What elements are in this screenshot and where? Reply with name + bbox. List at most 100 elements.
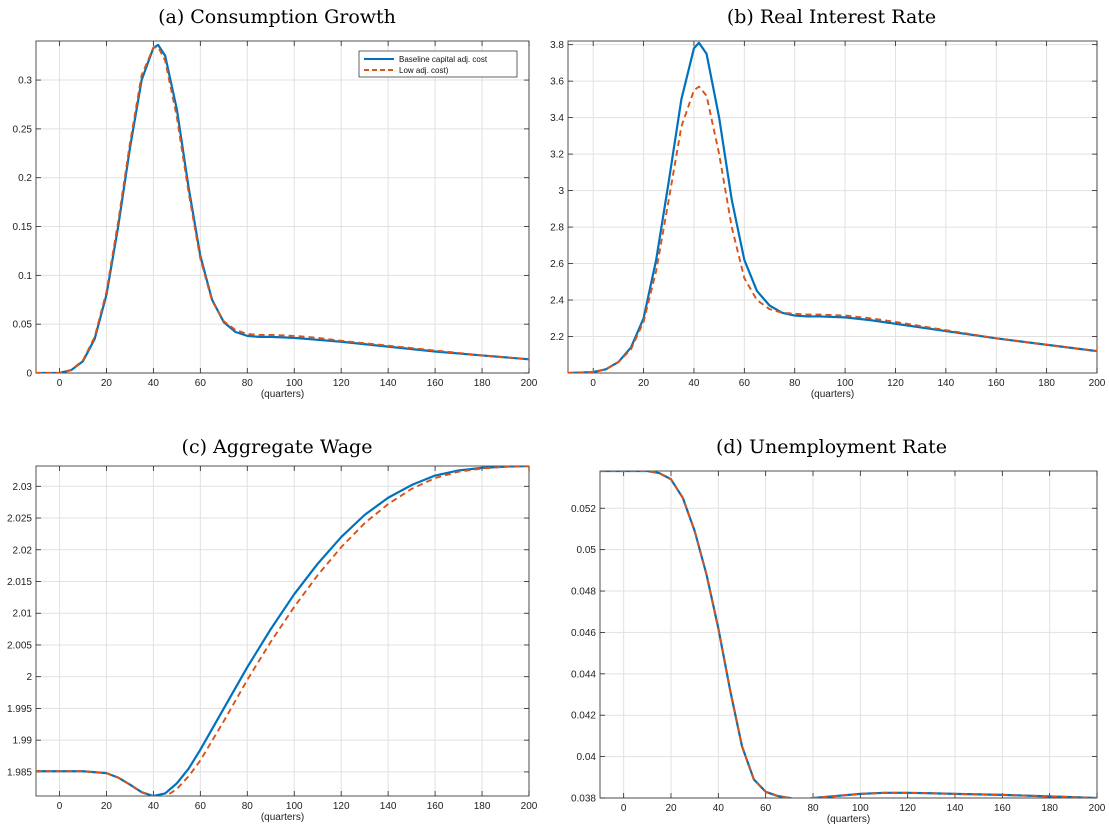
x-tick-label: 80 [789,378,801,389]
y-tick-label: 3 [558,186,564,197]
x-tick-label: 60 [195,801,207,812]
x-tick-label: 20 [101,378,113,389]
panel-unemployment-rate: (d) Unemployment Rate 0 20 40 60 80 100 120 140… [554,418,1109,836]
chart-title: (a) Consumption Growth [158,6,396,28]
x-tick-label: 140 [938,378,955,389]
series-line-low-adj-cost [600,471,1097,798]
plot-area [36,466,529,796]
legend-box [358,50,518,78]
x-tick-label: 80 [242,378,254,389]
x-tick-label: 0 [57,801,63,812]
y-tick-label: 2.005 [7,640,32,651]
x-tick-label: 180 [1038,378,1055,389]
x-tick-label: 160 [994,803,1011,814]
x-tick-label: 80 [242,801,254,812]
y-tick-label: 2.2 [550,332,564,343]
x-tick-label: 0 [621,803,627,814]
y-tick-label: 2.4 [550,296,564,307]
x-tick-label: 100 [837,378,854,389]
y-tick-label: 0.3 [18,76,32,87]
panel-consumption-growth: (a) Consumption Growth 0 20 40 60 80 100 120 14… [0,0,554,418]
x-tick-label: 160 [988,378,1005,389]
y-tick-label: 0.044 [571,669,596,680]
x-tick-label: 40 [148,801,160,812]
y-tick-label: 2.8 [550,223,564,234]
x-tick-label: 60 [739,378,751,389]
y-tick-label: 0.042 [571,711,596,722]
chart-unemployment-rate: 0 20 40 60 80 100 120 140 160 180 200 0.038 0.04 0.04… [571,470,1106,825]
y-tick-label: 3.4 [550,113,564,124]
y-tick-label: 1.985 [7,767,32,778]
x-tick-label: 160 [427,378,444,389]
y-tick-label: 3.8 [550,40,564,51]
series-line-baseline [568,41,1097,373]
chart-real-interest-rate: 0 20 40 60 80 100 120 140 160 180 200 2.2 2.4 2.6 2.8 3… [550,40,1106,400]
x-tick-label: 200 [1089,803,1106,814]
x-tick-label: 20 [665,803,677,814]
x-tick-label: 140 [380,378,397,389]
x-axis-label: (quarters) [261,812,304,823]
y-tick-label: 2.01 [13,609,33,620]
axes-box [35,465,530,797]
plot-area [568,41,1097,373]
x-tick-label: 40 [713,803,725,814]
chart-aggregate-wage: 0 20 40 60 80 100 120 140 160 180 200 1.985 1.99 1.99… [7,465,538,823]
chart-title: (d) Unemployment Rate [715,436,948,458]
series-line-baseline [36,43,529,373]
x-tick-label: 40 [148,378,160,389]
plot-area [36,41,529,373]
chart-title: (c) Aggregate Wage [181,436,373,458]
y-tick-label: 0.052 [571,504,596,515]
x-tick-label: 120 [333,378,350,389]
y-tick-label: 2.02 [13,545,33,556]
y-tick-label: 0.04 [577,752,597,763]
y-tick-label: 0.046 [571,628,596,639]
x-tick-label: 60 [760,803,772,814]
legend-label: Baseline capital adj. cost [399,55,488,64]
x-tick-label: 200 [1089,378,1106,389]
x-tick-label: 100 [286,801,303,812]
y-tick-label: 2.025 [7,514,32,525]
y-tick-label: 3.2 [550,150,564,161]
y-tick-label: 2.015 [7,577,32,588]
x-tick-label: 0 [57,378,63,389]
x-tick-label: 200 [521,378,538,389]
y-tick-label: 0.15 [13,222,33,233]
x-tick-label: 40 [688,378,700,389]
axes-box [35,40,530,374]
y-tick-label: 0.048 [571,587,596,598]
x-tick-label: 180 [474,378,491,389]
x-tick-label: 120 [887,378,904,389]
x-tick-label: 180 [474,801,491,812]
y-tick-label: 1.99 [13,736,33,747]
y-tick-label: 1.995 [7,704,32,715]
y-tick-label: 0.05 [13,320,33,331]
x-tick-label: 140 [947,803,964,814]
x-tick-label: 160 [427,801,444,812]
y-tick-label: 0.2 [18,173,32,184]
x-tick-label: 0 [590,378,596,389]
x-tick-label: 80 [807,803,819,814]
axes-box [567,40,1098,374]
y-tick-label: 2.6 [550,259,564,270]
panel-real-interest-rate: (b) Real Interest Rate 0 20 40 60 80 100 120 14… [550,0,1109,418]
x-tick-label: 60 [195,378,207,389]
y-tick-label: 3.6 [550,77,564,88]
y-tick-label: 2 [26,672,32,683]
x-axis-label: (quarters) [827,814,870,825]
x-tick-label: 140 [380,801,397,812]
x-tick-label: 120 [333,801,350,812]
x-tick-label: 120 [899,803,916,814]
panel-aggregate-wage: (c) Aggregate Wage 0 20 40 60 80 100 120 140 160… [0,418,554,836]
chart-consumption-growth: 0 20 40 60 80 100 120 140 160 180 200 0 0.05 0.1 0.15 0… [13,40,538,400]
x-tick-label: 200 [521,801,538,812]
axes-box [599,470,1098,799]
chart-title: (b) Real Interest Rate [726,6,937,28]
y-tick-label: 0 [26,369,32,380]
x-axis-label: (quarters) [811,389,854,400]
plot-area [600,471,1097,798]
x-tick-label: 100 [286,378,303,389]
x-tick-label: 100 [852,803,869,814]
x-axis-label: (quarters) [261,389,304,400]
x-tick-label: 20 [101,801,113,812]
